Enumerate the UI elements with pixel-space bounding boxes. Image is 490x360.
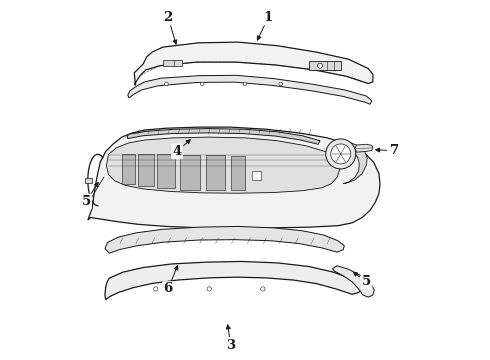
Polygon shape bbox=[355, 144, 373, 152]
Circle shape bbox=[200, 82, 204, 86]
Polygon shape bbox=[105, 261, 362, 300]
Circle shape bbox=[326, 139, 356, 169]
Bar bbox=[231, 156, 245, 190]
Text: 5: 5 bbox=[81, 195, 91, 208]
Circle shape bbox=[279, 82, 283, 86]
Circle shape bbox=[243, 82, 247, 86]
Bar bbox=[138, 154, 154, 186]
Text: 5: 5 bbox=[362, 275, 371, 288]
Bar bbox=[157, 154, 175, 188]
Polygon shape bbox=[134, 42, 373, 85]
Bar bbox=[122, 154, 135, 184]
Circle shape bbox=[165, 82, 168, 86]
Circle shape bbox=[318, 63, 322, 68]
Text: 6: 6 bbox=[164, 283, 173, 296]
Text: 1: 1 bbox=[264, 11, 273, 24]
Polygon shape bbox=[88, 127, 380, 228]
Polygon shape bbox=[128, 75, 372, 104]
Circle shape bbox=[331, 144, 351, 164]
Bar bbox=[85, 178, 92, 183]
Text: 7: 7 bbox=[391, 144, 400, 157]
Circle shape bbox=[153, 287, 158, 291]
Polygon shape bbox=[333, 266, 374, 297]
Text: 2: 2 bbox=[164, 11, 173, 24]
Bar bbox=[206, 155, 225, 190]
Bar bbox=[252, 171, 261, 180]
Polygon shape bbox=[105, 226, 344, 253]
Circle shape bbox=[261, 287, 265, 291]
Bar bbox=[180, 155, 199, 190]
Polygon shape bbox=[339, 141, 367, 184]
Circle shape bbox=[207, 287, 211, 291]
Polygon shape bbox=[106, 137, 340, 193]
FancyBboxPatch shape bbox=[309, 61, 342, 70]
Bar bbox=[163, 60, 182, 66]
Polygon shape bbox=[127, 129, 320, 144]
Text: 4: 4 bbox=[172, 145, 182, 158]
Text: 3: 3 bbox=[226, 338, 235, 351]
